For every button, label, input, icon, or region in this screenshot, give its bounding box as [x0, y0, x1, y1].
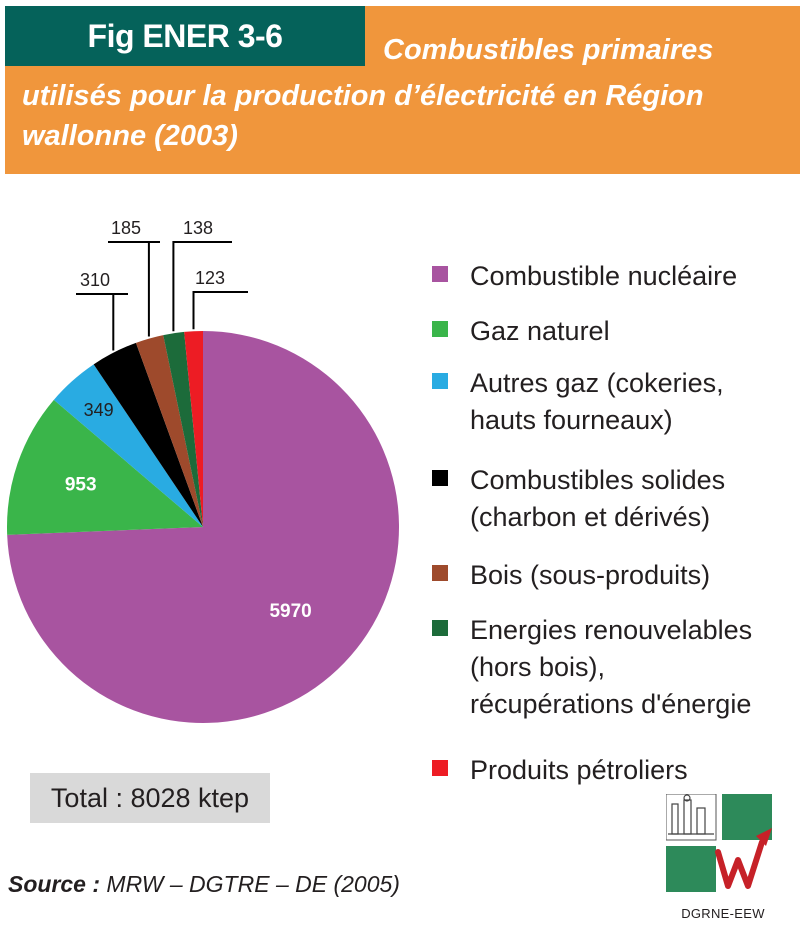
- legend-swatch-6: [432, 760, 448, 776]
- legend-swatch-3: [432, 470, 448, 486]
- data-label-6: 123: [195, 268, 225, 288]
- logo-arrow-head: [756, 828, 772, 846]
- legend-swatch-4: [432, 565, 448, 581]
- data-label-3: 310: [80, 270, 110, 290]
- logo-w-mark: [715, 839, 765, 889]
- chart-title-line-2: utilisés pour la production d’électricit…: [22, 80, 704, 112]
- data-label-5: 138: [183, 218, 213, 238]
- logo-industry-icon: [668, 794, 714, 835]
- data-label-1: 953: [65, 475, 97, 496]
- data-label-2: 349: [84, 400, 114, 420]
- source-text: MRW – DGTRE – DE (2005): [100, 871, 400, 897]
- pie-slice-6: [184, 331, 203, 527]
- legend-label-1: Gaz naturel: [470, 316, 610, 346]
- logo-graphic: [666, 794, 772, 892]
- leader-line-3: [76, 293, 115, 351]
- legend-swatch-2: [432, 373, 448, 389]
- leader-line-5: [172, 241, 180, 332]
- pie-slice-3: [93, 342, 203, 527]
- data-label-0: 5970: [269, 601, 311, 622]
- legend-label-0: Combustible nucléaire: [470, 261, 738, 291]
- logo-caption: DGRNE-EEW: [681, 906, 765, 921]
- legend-label-6: Produits pétroliers: [470, 755, 688, 785]
- pie-slice-5: [163, 331, 203, 527]
- dgrne-eew-logo: DGRNE-EEW: [666, 794, 780, 924]
- pie-slice-0: [7, 331, 400, 723]
- legend-swatch-0: [432, 266, 448, 282]
- legend-swatch-5: [432, 620, 448, 636]
- pie-slice-4: [135, 335, 203, 527]
- logo-square-bottom-left: [666, 846, 716, 892]
- source-line: Source : MRW – DGTRE – DE (2005): [8, 871, 400, 898]
- pie-slice-2: [53, 364, 203, 527]
- pie-slice-1: [7, 399, 204, 535]
- figure-id: Fig ENER 3-6: [5, 6, 365, 66]
- chart-title-line-3: wallonne (2003): [22, 120, 238, 152]
- leader-line-6: [192, 291, 196, 330]
- source-label: Source :: [8, 871, 101, 897]
- legend-label-4: Bois (sous-produits): [470, 560, 711, 590]
- total-label: Total : 8028 ktep: [50, 783, 250, 813]
- legend-label-5: Energies renouvelables (hors bois), récu…: [470, 615, 753, 719]
- data-label-4: 185: [111, 218, 141, 238]
- legend-label-2: Autres gaz (cokeries, hauts fourneaux): [470, 368, 724, 435]
- legend-label-3: Combustibles solides (charbon et dérivés…: [470, 465, 726, 532]
- total-box: Total : 8028 ktep: [30, 773, 270, 823]
- legend-swatch-1: [432, 321, 448, 337]
- chart-title-line-1: Combustibles primaires: [383, 34, 714, 66]
